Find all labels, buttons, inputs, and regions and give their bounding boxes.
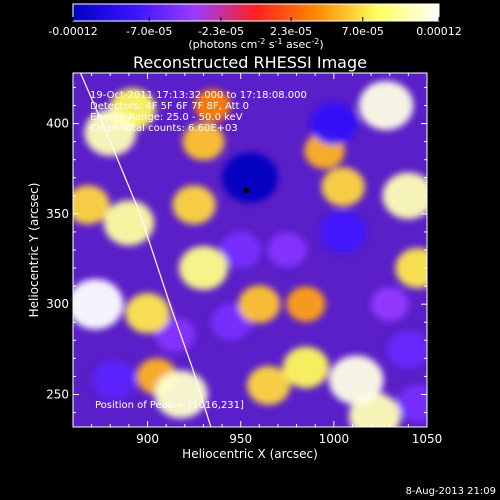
heatmap-blob — [155, 317, 196, 353]
colorbar-gradient — [72, 3, 440, 22]
annotation-line: 19-Oct-2011 17:13:32.000 to 17:18:08.000 — [90, 90, 307, 101]
colorbar-tick-label: -7.0e-05 — [126, 25, 172, 38]
heatmap-blob — [395, 247, 427, 289]
heatmap-blob — [286, 286, 326, 322]
heatmap-layer — [73, 80, 427, 427]
unit-exponent: -1 — [275, 37, 283, 46]
chart-title: Reconstructed RHESSI Image — [133, 53, 367, 72]
heatmap-blob — [246, 365, 291, 405]
heatmap-blob — [310, 102, 358, 145]
heatmap-blob — [358, 80, 414, 131]
annotation-line: Energy Range: 25.0 - 50.0 keV — [90, 112, 243, 123]
heatmap-blob — [172, 185, 216, 225]
colorbar-tick-label: -0.00012 — [48, 25, 97, 38]
peak-marker — [243, 187, 249, 193]
heatmap-blob — [182, 122, 225, 161]
y-tick-label: 350 — [46, 207, 69, 221]
colorbar-ticks — [72, 17, 440, 21]
y-tick-label: 400 — [46, 117, 69, 131]
y-tick-label: 300 — [46, 297, 69, 311]
heatmap-blob — [154, 370, 208, 419]
x-axis-label: Heliocentric X (arcsec) — [182, 447, 318, 461]
heatmap-blob — [321, 167, 365, 207]
heatmap-blob — [320, 211, 367, 253]
peak-marker-layer — [243, 187, 249, 193]
colorbar: -0.00012 -7.0e-05 -2.3e-05 2.3e-05 7.0e-05 0.… — [48, 3, 462, 51]
x-tick-label: 1000 — [319, 432, 350, 446]
heatmap-blob — [282, 346, 329, 389]
colorbar-tick-label: 2.3e-05 — [270, 25, 312, 38]
colorbar-tick-label: -2.3e-05 — [198, 25, 244, 38]
heatmap-blob — [178, 246, 228, 291]
peak-position-label: Position of Peak = [1016,231] — [95, 400, 244, 411]
unit-exponent: -2 — [311, 37, 319, 46]
unit-part: asec — [283, 38, 312, 51]
colorbar-tick-label: 0.00012 — [416, 25, 462, 38]
heatmap-blob — [125, 293, 170, 334]
heatmap-blob — [328, 355, 384, 405]
heatmap-blob — [397, 385, 427, 422]
y-axis: 250 300 350 400 — [46, 86, 427, 414]
heatmap-blob — [238, 285, 281, 324]
heatmap-blob — [194, 89, 231, 122]
heatmap-blob — [220, 231, 261, 269]
heatmap-blob — [267, 232, 307, 268]
heatmap-blob — [387, 330, 427, 369]
colorbar-unit-label: (photons cm-2 s-1 asec-2) — [188, 37, 323, 51]
unit-exponent: -2 — [257, 37, 265, 46]
heatmap-blob — [92, 360, 136, 400]
unit-part: (photons cm — [188, 38, 257, 51]
footer-timestamp: 8-Aug-2013 21:09 — [406, 486, 496, 497]
colorbar-tick-labels: -0.00012 -7.0e-05 -2.3e-05 2.3e-05 7.0e-05 0.… — [48, 25, 461, 38]
plot-area: 19-Oct-2011 17:13:32.000 to 17:18:08.000… — [46, 72, 443, 446]
heatmap-blob — [222, 152, 278, 203]
x-tick-label: 1050 — [412, 432, 443, 446]
annotation-block: 19-Oct-2011 17:13:32.000 to 17:18:08.000… — [90, 90, 307, 134]
y-tick-label: 250 — [46, 387, 69, 401]
heatmap-blob — [382, 172, 427, 220]
heatmap-blob — [73, 185, 110, 225]
colorbar-tick-label: 7.0e-05 — [342, 25, 384, 38]
annotation-line: Clean Total counts: 6.60E+03 — [90, 123, 238, 134]
x-tick-label: 900 — [136, 432, 159, 446]
limb-line — [79, 73, 212, 427]
heatmap-blob — [84, 109, 137, 156]
unit-part: s — [265, 38, 274, 51]
unit-part: ) — [319, 38, 323, 51]
solar-limb — [79, 73, 212, 427]
heatmap-blob — [370, 287, 409, 322]
y-axis-label: Heliocentric Y (arcsec) — [27, 183, 41, 318]
x-tick-label: 950 — [229, 432, 252, 446]
heatmap-blob — [103, 200, 155, 246]
annotation-line: Detectors: 4F 5F 6F 7F 8F, Att 0 — [90, 101, 249, 112]
x-axis: 900 950 1000 1050 — [72, 73, 443, 446]
heatmap-blob — [73, 278, 124, 330]
